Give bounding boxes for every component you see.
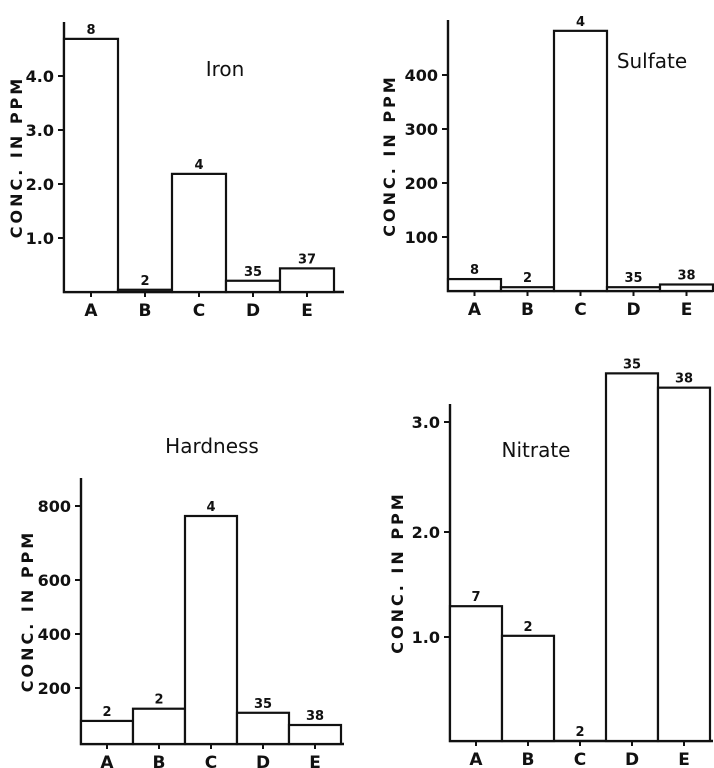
y-tick-label: 200 (405, 174, 438, 193)
bar-value-label: 2 (140, 274, 149, 289)
y-tick-label: 400 (38, 625, 71, 644)
y-tick-label: 2.0 (26, 175, 54, 194)
bar-value-label: 8 (86, 23, 95, 38)
bar (131, 707, 187, 746)
y-axis-label: CONC. IN PPM (18, 530, 37, 692)
chart-title: Sulfate (617, 49, 687, 73)
bar-value-label: 4 (206, 500, 215, 515)
chart-panel-iron: 1.0 2.0 3.0 4.0 A 8 B 2 C 4 D 35 E 37 Iron CONC. IN PPM (7, 22, 344, 321)
category-label: E (301, 301, 313, 321)
bar-value-label: 4 (194, 158, 203, 173)
bar (170, 172, 228, 294)
y-tick-label: 400 (405, 66, 438, 85)
category-label: A (84, 301, 98, 321)
category-label: A (469, 750, 483, 768)
bar (446, 277, 503, 293)
bar-value-label: 35 (254, 697, 272, 712)
bar (448, 605, 504, 743)
chart-title: Hardness (165, 434, 259, 458)
bar-value-label: 2 (102, 705, 111, 720)
bar (499, 286, 556, 293)
y-tick-label: 1.0 (412, 628, 440, 647)
bar-value-label: 2 (523, 620, 532, 635)
chart-panel-nitrate: 1.0 2.0 3.0 A 7 B 2 C 2 D 35 E 38 Nitrate CONC. IN PPM (388, 357, 713, 768)
bar-value-label: 35 (244, 265, 262, 280)
y-tick-label: 4.0 (26, 67, 54, 86)
bar (656, 386, 712, 743)
chart-title: Nitrate (502, 438, 571, 462)
y-tick-label: 1.0 (26, 229, 54, 248)
bar-value-label: 38 (677, 268, 695, 283)
bar-value-label: 38 (675, 372, 693, 387)
bar-value-label: 35 (623, 357, 641, 372)
category-label: B (521, 300, 534, 320)
category-label: D (625, 750, 639, 768)
bar (278, 267, 336, 294)
category-label: A (468, 300, 482, 320)
bar-value-label: 7 (471, 590, 480, 605)
bar (79, 719, 135, 746)
bar (552, 29, 609, 293)
chart-title: Iron (206, 57, 245, 81)
bar-value-label: 35 (624, 271, 642, 286)
bar-value-label: 2 (575, 725, 584, 740)
bar (62, 37, 120, 294)
category-label: D (246, 301, 260, 321)
y-tick-label: 3.0 (412, 413, 440, 432)
category-label: C (193, 301, 205, 321)
bar (224, 279, 282, 294)
category-label: B (153, 753, 166, 768)
bar-value-label: 37 (298, 252, 316, 267)
bar (604, 372, 660, 743)
category-label: A (100, 753, 114, 768)
bar-value-label: 2 (154, 693, 163, 708)
bar-value-label: 2 (523, 271, 532, 286)
bar (500, 634, 556, 743)
category-label: D (256, 753, 270, 768)
y-tick-label: 100 (405, 228, 438, 247)
category-label: E (678, 750, 690, 768)
chart-panel-sulfate: 100 200 300 400 A 8 B 2 C 4 D 35 E 38 Sulfate CONC. IN … (380, 15, 714, 320)
y-axis-label: CONC. IN PPM (7, 76, 26, 238)
bar (116, 288, 174, 294)
category-label: E (309, 753, 321, 768)
y-tick-label: 600 (38, 571, 71, 590)
y-tick-label: 800 (38, 497, 71, 516)
y-axis-label: CONC. IN PPM (380, 74, 399, 236)
category-label: C (574, 300, 586, 320)
y-tick-label: 3.0 (26, 121, 54, 140)
bar (183, 514, 239, 746)
y-axis-label: CONC. IN PPM (388, 491, 407, 653)
bar (287, 723, 343, 746)
bar-value-label: 4 (576, 15, 585, 30)
y-tick-label: 2.0 (412, 523, 440, 542)
category-label: B (139, 301, 152, 321)
bar-value-label: 8 (470, 263, 479, 278)
y-tick-label: 200 (38, 679, 71, 698)
category-label: B (522, 750, 535, 768)
chart-panel-hardness: 200 400 600 800 A 2 B 2 C 4 D 35 E 38 Hardness CONC. IN… (18, 434, 344, 768)
bar (658, 283, 714, 293)
bar-value-label: 38 (306, 709, 324, 724)
category-label: C (205, 753, 217, 768)
bar (235, 711, 291, 746)
y-tick-label: 300 (405, 120, 438, 139)
bar (605, 286, 662, 293)
category-label: E (681, 300, 693, 320)
category-label: C (574, 750, 586, 768)
category-label: D (626, 300, 640, 320)
